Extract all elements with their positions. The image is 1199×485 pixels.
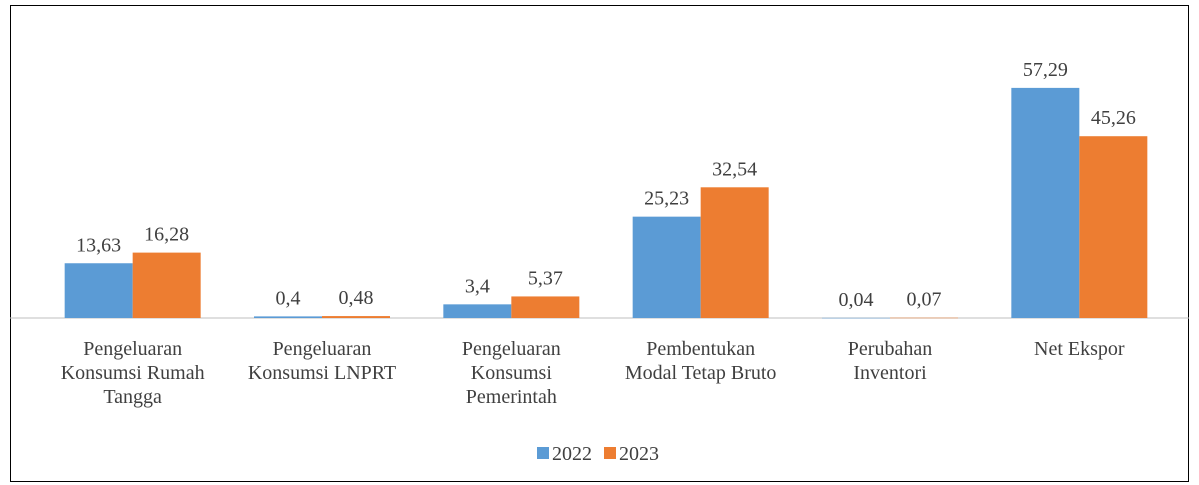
data-label: 13,63 — [76, 234, 121, 256]
bar — [1079, 136, 1148, 318]
data-label: 32,54 — [712, 158, 757, 180]
bar — [64, 263, 133, 318]
data-label: 57,29 — [1023, 59, 1068, 81]
bar — [322, 316, 390, 318]
bar — [511, 296, 580, 318]
bar — [700, 187, 769, 318]
data-label: 5,37 — [528, 267, 563, 289]
x-tick-label: Pengeluaran Konsumsi LNPRT — [247, 338, 397, 384]
data-label: 45,26 — [1091, 107, 1136, 129]
x-tick-label: Perubahan Inventori — [847, 338, 933, 384]
x-tick-label: Pembentukan Modal Tetap Bruto — [624, 338, 777, 384]
x-tick-label: Pengeluaran Konsumsi Pemerintah — [461, 338, 561, 408]
legend-label: 2023 — [619, 443, 659, 465]
bar — [443, 304, 512, 318]
bar — [254, 316, 322, 318]
bar — [822, 317, 890, 319]
data-label: 16,28 — [144, 224, 189, 246]
bar — [132, 252, 201, 318]
frame — [10, 5, 1189, 482]
legend-label: 2022 — [552, 443, 592, 465]
data-label: 3,4 — [465, 275, 490, 297]
data-label: 0,04 — [839, 289, 874, 311]
x-tick-label: Pengeluaran Konsumsi Rumah Tangga — [60, 338, 205, 408]
bar — [632, 216, 701, 318]
data-label: 0,07 — [907, 289, 942, 311]
bar — [890, 317, 958, 319]
data-label: 0,4 — [276, 287, 301, 309]
legend-swatch — [537, 447, 549, 459]
x-tick-label: Net Ekspor — [1034, 338, 1125, 360]
bar — [1011, 87, 1080, 319]
data-label: 25,23 — [644, 188, 689, 210]
data-label: 0,48 — [339, 287, 374, 309]
legend-swatch — [604, 447, 616, 459]
